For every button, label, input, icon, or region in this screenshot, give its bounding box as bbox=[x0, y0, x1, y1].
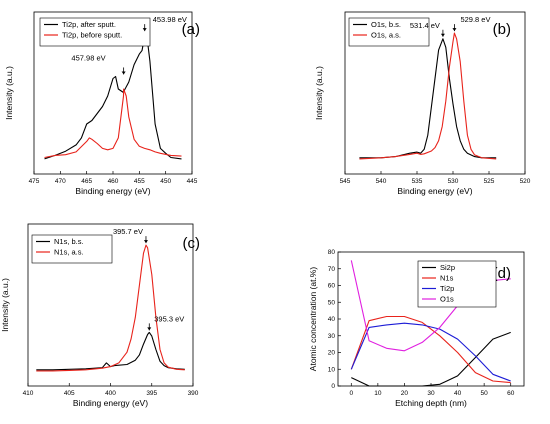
chart-panel-a: 475 470 465 460 455 450 445 Binding energy (eV)… bbox=[4, 11, 200, 196]
chart-panel-b: 545 540 535 530 525 520 Binding energy (eV) Int… bbox=[314, 11, 531, 196]
series-line-n1s-a-s- bbox=[36, 244, 185, 372]
plot-frame bbox=[344, 11, 526, 175]
chart-panel-d: 0 10 20 30 40 50 60 0 10 20 30 40 50 60 70 80 Etching de… bbox=[308, 249, 525, 408]
panel-label: (c) bbox=[183, 235, 201, 252]
x-tick-label: 450 bbox=[160, 178, 171, 185]
peak-arrowhead bbox=[440, 33, 445, 37]
peak-annotation: 457.98 eV bbox=[71, 53, 105, 62]
series-line-n1s-b-s- bbox=[36, 331, 185, 371]
legend-box bbox=[39, 17, 151, 47]
x-tick-label: 525 bbox=[484, 178, 495, 185]
peak-arrowhead bbox=[121, 71, 126, 75]
series-line-ti2p-after-sputt- bbox=[44, 32, 182, 160]
peak-annotation: 395.3 eV bbox=[154, 314, 184, 323]
panel-label: (a) bbox=[182, 21, 200, 38]
y-tick-label: 30 bbox=[328, 333, 336, 340]
series-line-ti2p-before-sputt- bbox=[44, 88, 182, 159]
legend-label: Ti2p, after sputt. bbox=[62, 20, 116, 29]
series-line-ti2p bbox=[350, 322, 511, 382]
legend-label: O1s, a.s. bbox=[371, 31, 401, 40]
x-tick-label: 10 bbox=[374, 390, 382, 397]
y-tick-label: 50 bbox=[328, 299, 336, 306]
x-axis-title: Etching depth (nm) bbox=[395, 398, 467, 408]
legend-box bbox=[348, 17, 430, 47]
x-tick-label: 520 bbox=[520, 178, 531, 185]
x-tick-label: 400 bbox=[105, 390, 116, 397]
y-tick-label: 60 bbox=[328, 283, 336, 290]
peak-annotation: 395.7 eV bbox=[113, 227, 143, 236]
y-tick-label: 10 bbox=[328, 366, 336, 373]
x-tick-label: 530 bbox=[448, 178, 459, 185]
peak-annotation: 529.8 eV bbox=[460, 15, 490, 24]
x-tick-label: 475 bbox=[29, 178, 40, 185]
series-line-n1s bbox=[350, 315, 511, 384]
y-axis-title: Intensity (a.u.) bbox=[314, 66, 324, 120]
legend: O1s, b.s. O1s, a.s. bbox=[348, 17, 430, 47]
y-tick-label: 80 bbox=[328, 249, 336, 256]
y-axis-title: Atomic concentration (at.%) bbox=[308, 267, 318, 372]
legend-label: N1s, b.s. bbox=[54, 237, 84, 246]
x-tick-label: 410 bbox=[23, 390, 34, 397]
peak-annotation: 531.4 eV bbox=[410, 21, 440, 30]
x-tick-label: 545 bbox=[340, 178, 351, 185]
peak-arrowhead bbox=[452, 28, 457, 32]
peak-arrowhead bbox=[143, 240, 148, 244]
x-tick-label: 540 bbox=[376, 178, 387, 185]
x-axis-title: Binding energy (eV) bbox=[73, 398, 148, 408]
x-tick-label: 0 bbox=[349, 390, 353, 397]
x-tick-label: 395 bbox=[146, 390, 157, 397]
x-axis-title: Binding energy (eV) bbox=[75, 186, 150, 196]
x-tick-label: 470 bbox=[55, 178, 66, 185]
y-axis-title: Intensity (a.u.) bbox=[4, 66, 14, 120]
x-tick-label: 50 bbox=[481, 390, 489, 397]
y-tick-label: 70 bbox=[328, 266, 336, 273]
peak-annotation: 453.98 eV bbox=[153, 15, 187, 24]
x-tick-label: 20 bbox=[401, 390, 409, 397]
x-tick-label: 390 bbox=[188, 390, 199, 397]
panel-label: (b) bbox=[493, 21, 511, 38]
x-tick-label: 60 bbox=[507, 390, 515, 397]
y-tick-label: 40 bbox=[328, 316, 336, 323]
legend: Ti2p, after sputt. Ti2p, before sputt. bbox=[39, 17, 151, 47]
legend-label: Ti2p, before sputt. bbox=[62, 31, 122, 40]
x-tick-label: 405 bbox=[64, 390, 75, 397]
x-tick-label: 40 bbox=[454, 390, 462, 397]
legend-label: O1s, b.s. bbox=[371, 20, 401, 29]
legend-label: Ti2p bbox=[440, 284, 454, 293]
legend: N1s, b.s. N1s, a.s. bbox=[31, 234, 113, 264]
x-axis-title: Binding energy (eV) bbox=[397, 186, 472, 196]
y-axis-title: Intensity (a.u.) bbox=[0, 278, 10, 332]
x-tick-label: 30 bbox=[427, 390, 435, 397]
y-tick-label: 0 bbox=[331, 383, 335, 390]
legend-label: N1s bbox=[440, 274, 454, 283]
series-line-o1s-b-s- bbox=[359, 38, 497, 159]
peak-arrowhead bbox=[147, 327, 152, 331]
x-tick-label: 535 bbox=[412, 178, 423, 185]
x-tick-label: 465 bbox=[81, 178, 92, 185]
chart-panel-c: 410 405 400 395 390 Binding energy (eV) Intens… bbox=[0, 223, 201, 408]
legend-label: O1s bbox=[440, 295, 454, 304]
peak-arrowhead bbox=[142, 28, 147, 32]
series-line-o1s-a-s- bbox=[359, 32, 497, 160]
panel-label: (d) bbox=[493, 265, 511, 282]
y-tick-label: 20 bbox=[328, 350, 336, 357]
x-tick-label: 460 bbox=[108, 178, 119, 185]
x-tick-label: 455 bbox=[134, 178, 145, 185]
legend-label: Si2p bbox=[440, 263, 455, 272]
legend-box bbox=[31, 234, 113, 264]
legend-label: N1s, a.s. bbox=[54, 248, 84, 257]
x-tick-label: 445 bbox=[187, 178, 198, 185]
